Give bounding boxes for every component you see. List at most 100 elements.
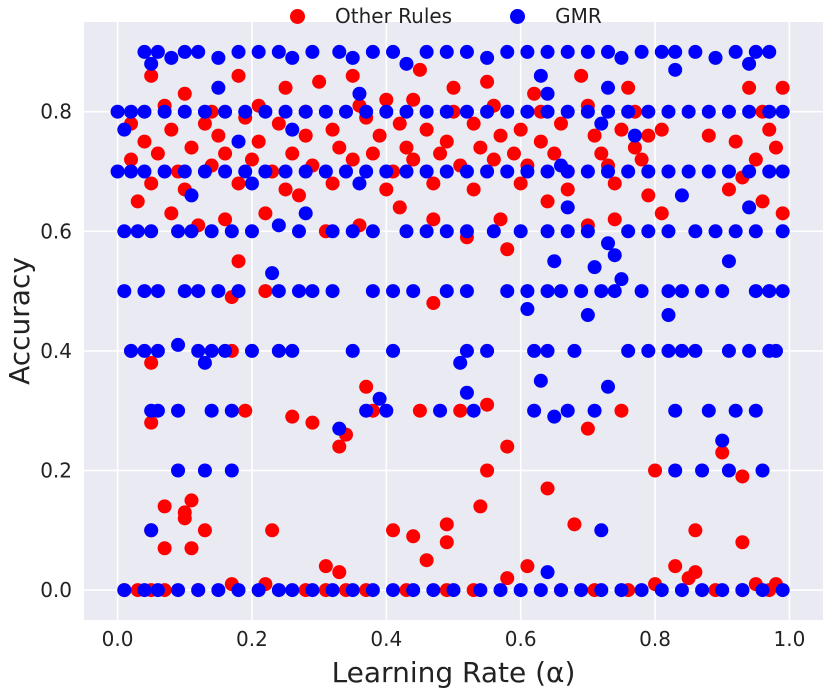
gmr-point — [150, 403, 165, 418]
gmr-point — [191, 583, 206, 598]
legend-item-gmr: GMR — [510, 4, 602, 28]
gmr-point — [594, 116, 609, 131]
gmr-point — [634, 583, 649, 598]
other-rules-point — [157, 541, 172, 556]
gmr-point — [231, 44, 246, 59]
gmr-point — [325, 224, 340, 239]
gmr-point — [244, 343, 259, 358]
gmr-point — [419, 104, 434, 119]
gmr-point — [365, 583, 380, 598]
other-rules-point — [768, 140, 783, 155]
gmr-point — [285, 122, 300, 137]
gmr-point — [674, 188, 689, 203]
gmr-point — [668, 62, 683, 77]
gmr-point — [708, 50, 723, 65]
other-rules-point — [318, 559, 333, 574]
y-axis-label: Accuracy — [3, 257, 36, 385]
gmr-point — [688, 44, 703, 59]
other-rules-point — [379, 92, 394, 107]
other-rules-point — [137, 134, 152, 149]
gmr-point — [251, 583, 266, 598]
gmr-point — [560, 44, 575, 59]
other-rules-point — [312, 74, 327, 89]
other-rules-point — [721, 182, 736, 197]
other-rules-point — [574, 68, 589, 83]
other-rules-point — [520, 559, 535, 574]
gmr-point — [197, 104, 212, 119]
gmr-point — [748, 44, 763, 59]
other-rules-point — [553, 116, 568, 131]
other-rules-point — [480, 463, 495, 478]
other-rules-point — [372, 128, 387, 143]
gmr-point — [674, 583, 689, 598]
other-rules-point — [567, 517, 582, 532]
other-rules-point — [466, 116, 481, 131]
gmr-point — [641, 164, 656, 179]
gmr-marker-icon — [510, 8, 526, 24]
gmr-point — [466, 403, 481, 418]
gmr-point — [144, 56, 159, 71]
gmr-point — [735, 583, 750, 598]
gmr-point — [721, 164, 736, 179]
other-rules-point — [278, 182, 293, 197]
gmr-point — [473, 583, 488, 598]
gmr-point — [137, 583, 152, 598]
gmr-point — [191, 284, 206, 299]
gmr-point — [715, 284, 730, 299]
gmr-point — [540, 86, 555, 101]
gmr-point — [426, 583, 441, 598]
gmr-point — [184, 188, 199, 203]
gmr-point — [755, 583, 770, 598]
gmr-point — [352, 86, 367, 101]
gmr-point — [641, 104, 656, 119]
gmr-point — [231, 284, 246, 299]
other-rules-point — [587, 128, 602, 143]
other-rules-point — [654, 122, 669, 137]
gmr-point — [775, 583, 790, 598]
gmr-point — [654, 44, 669, 59]
other-rules-point — [164, 122, 179, 137]
gmr-point — [594, 523, 609, 538]
gmr-point — [728, 44, 743, 59]
gmr-point — [661, 284, 676, 299]
other-rules-point — [634, 152, 649, 167]
gmr-point — [580, 164, 595, 179]
gmr-point — [359, 403, 374, 418]
gmr-point — [480, 50, 495, 65]
other-rules-point — [184, 140, 199, 155]
other-rules-point — [285, 146, 300, 161]
gmr-point — [419, 164, 434, 179]
gmr-point — [332, 421, 347, 436]
gmr-point — [587, 403, 602, 418]
gmr-point — [110, 164, 125, 179]
gmr-point — [661, 224, 676, 239]
gmr-point — [399, 56, 414, 71]
gmr-point — [339, 104, 354, 119]
gmr-point — [560, 104, 575, 119]
gmr-point — [661, 308, 676, 323]
gmr-point — [701, 164, 716, 179]
gmr-point — [587, 260, 602, 275]
gmr-point — [117, 583, 132, 598]
gmr-point — [459, 104, 474, 119]
y-tick-label: 0.8 — [40, 100, 72, 124]
gmr-point — [218, 164, 233, 179]
other-rules-point — [701, 128, 716, 143]
other-rules-point — [426, 212, 441, 227]
gmr-point — [533, 68, 548, 83]
gmr-point — [480, 343, 495, 358]
gmr-point — [748, 284, 763, 299]
gmr-point — [621, 343, 636, 358]
gmr-point — [486, 224, 501, 239]
gmr-point — [527, 403, 542, 418]
gmr-point — [728, 403, 743, 418]
other-rules-point — [305, 415, 320, 430]
other-rules-point — [144, 355, 159, 370]
gmr-point — [500, 104, 515, 119]
other-rules-point — [641, 128, 656, 143]
gmr-point — [124, 343, 139, 358]
y-tick-label: 0.6 — [40, 219, 72, 243]
gmr-point — [137, 343, 152, 358]
other-rules-point — [406, 152, 421, 167]
gmr-point — [688, 343, 703, 358]
